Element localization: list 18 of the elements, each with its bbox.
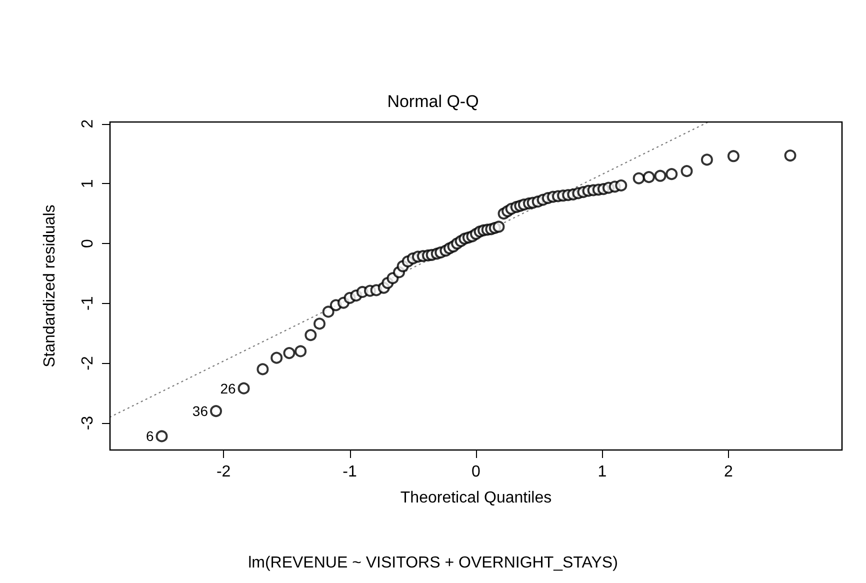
x-tick-label: -2 <box>216 464 231 480</box>
x-axis-title: Theoretical Quantiles <box>400 490 552 506</box>
x-tick-label: 0 <box>472 464 481 480</box>
x-tick-label: 1 <box>598 464 607 480</box>
y-axis-title: Standardized residuals <box>42 204 58 368</box>
chart-title: Normal Q-Q <box>387 92 479 111</box>
y-tick-label: 1 <box>80 179 96 188</box>
y-tick-label: 2 <box>80 119 96 128</box>
annotation: 6 <box>146 428 154 444</box>
annotation: 36 <box>192 403 208 420</box>
y-tick-label: -2 <box>80 356 96 370</box>
y-tick-label: -1 <box>80 296 96 310</box>
y-tick-label: -3 <box>80 416 96 430</box>
annotation: 26 <box>220 380 236 396</box>
y-tick-label: 0 <box>80 238 96 248</box>
x-tick-label: -1 <box>342 464 358 480</box>
text: lm(REVENUE ~ VISITORS + OVERNIGHT_STAYS) <box>248 554 618 572</box>
x-tick-label: 2 <box>724 464 733 480</box>
